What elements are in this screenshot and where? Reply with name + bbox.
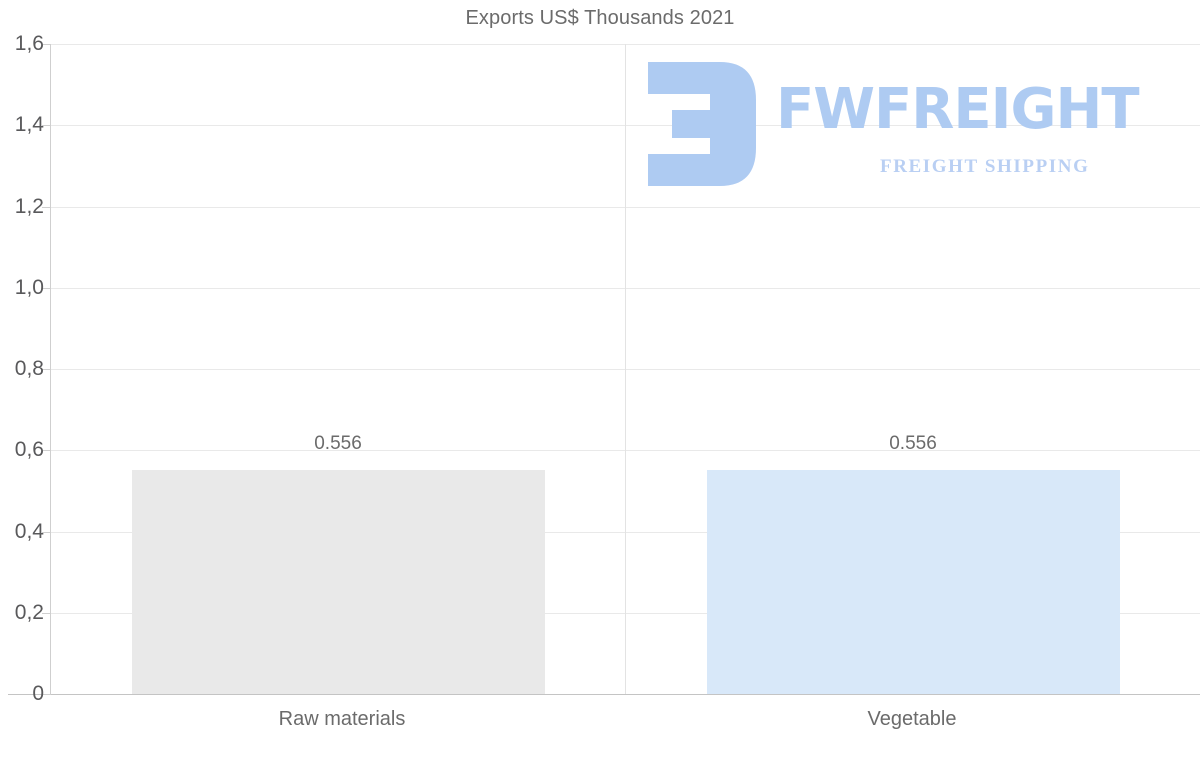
y-axis-tick-label: 1,2 [14,195,44,218]
y-tick-mark [42,613,51,614]
x-axis-category-label-vegetable: Vegetable [867,708,957,730]
y-tick-mark [42,450,51,451]
y-tick-mark [42,369,51,370]
y-tick-mark [42,532,51,533]
gridline-vertical [625,44,626,694]
y-axis-tick-label: 1,4 [14,113,44,136]
x-axis-line [8,694,1200,695]
y-axis-tick-label: 0,6 [14,438,44,461]
y-tick-mark [42,694,51,695]
bar-vegetable[interactable] [707,470,1120,694]
y-tick-mark [42,288,51,289]
y-axis-tick-label: 0,8 [14,357,44,380]
y-tick-mark [42,125,51,126]
logo-wordmark: FWFREIGHT [776,77,1140,142]
plot-area: FWFREIGHT FREIGHT SHIPPING [50,44,1200,694]
logo-tagline: FREIGHT SHIPPING [880,156,1090,177]
chart-title: Exports US$ Thousands 2021 [465,7,735,29]
watermark-logo: FWFREIGHT FREIGHT SHIPPING [648,62,1148,190]
x-axis-category-label-raw-materials: Raw materials [278,708,406,730]
bar-raw-materials[interactable] [132,470,545,694]
y-tick-mark [42,44,51,45]
bar-value-label-vegetable: 0.556 [889,433,937,454]
y-axis-tick-label: 0,4 [14,520,44,543]
y-axis-tick-label: 1,0 [14,276,44,299]
y-axis-tick-label: 0 [32,682,44,705]
fwfreight-logo-mark-icon [648,62,756,186]
y-axis-tick-label: 0,2 [14,601,44,624]
y-axis-tick-label: 1,6 [14,32,44,55]
y-tick-mark [42,207,51,208]
bar-value-label-raw-materials: 0.556 [314,433,362,454]
